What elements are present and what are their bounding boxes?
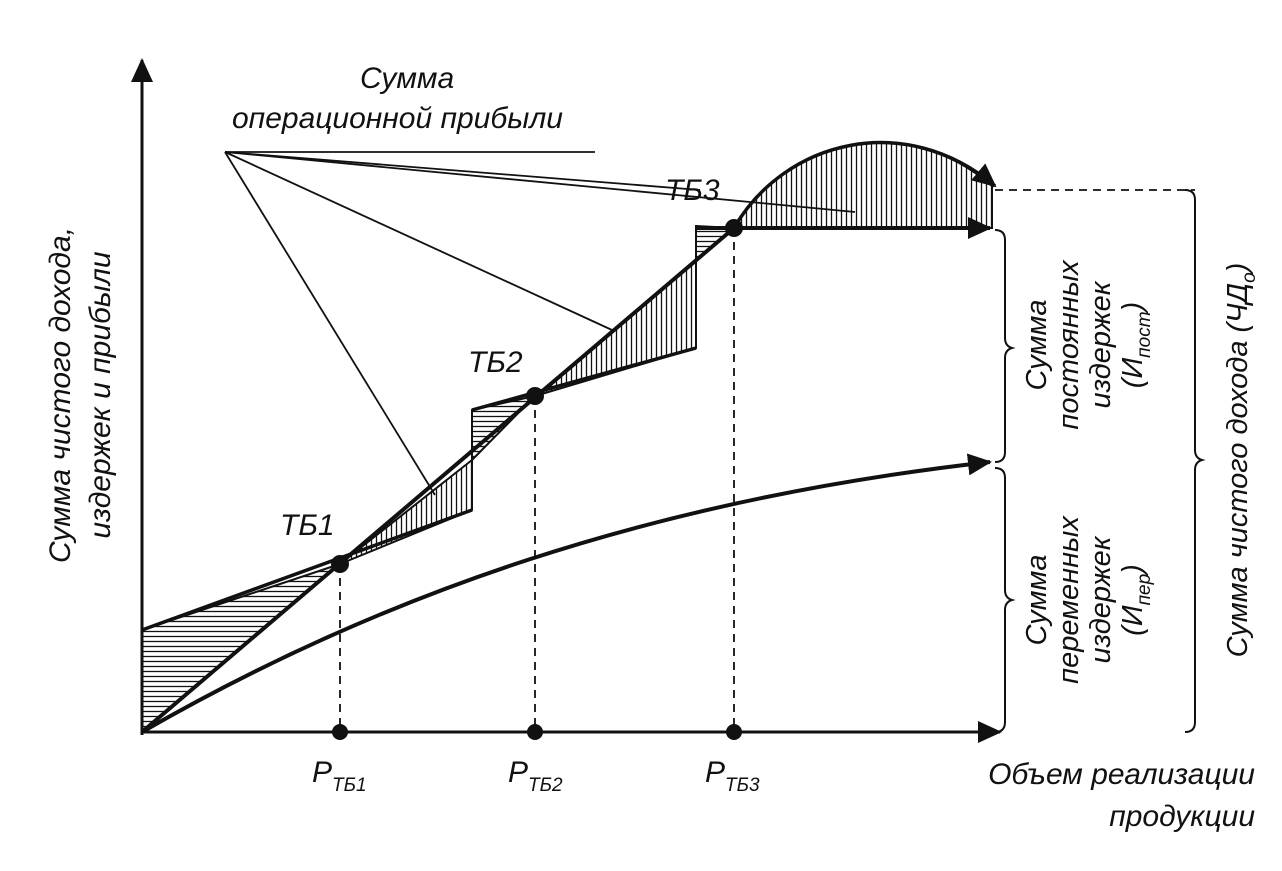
brace-net-income (1184, 189, 1206, 733)
p-label-3: PТБ3 (705, 756, 760, 796)
dashed-guides (339, 189, 1195, 732)
fixed-costs-line3: издержек (1085, 280, 1117, 408)
callout-line-4 (224, 151, 856, 213)
fixed-costs-line4-sub: пост (1134, 311, 1155, 357)
axes (131, 58, 1002, 743)
annotation-line1: Сумма (360, 62, 454, 95)
breakeven-point-1 (331, 555, 349, 573)
callout-line-1 (224, 151, 436, 496)
p-label-1-main: P (312, 756, 332, 789)
profit-area-1 (339, 457, 473, 565)
fixed-costs-line4-end: ) (1117, 302, 1149, 315)
brace-fixed-costs (994, 229, 1016, 463)
variable-costs-label: Сумма переменных издержек (Ипер) (1021, 515, 1155, 684)
curves (140, 141, 997, 734)
y-axis-label: Сумма чистого дохода, издержек и прибыли (44, 227, 117, 563)
p-label-2-main: P (508, 756, 528, 789)
breakeven-point-3 (725, 219, 743, 237)
x-axis-label-line1: Объем реализации (988, 758, 1255, 791)
braces (994, 189, 1206, 733)
annotation-line2: операционной прибыли (232, 102, 563, 135)
p-label-3-main: P (705, 756, 725, 789)
income-hump-curve (732, 141, 997, 229)
total-cost-segment-1 (141, 508, 473, 632)
variable-cost-curve (141, 453, 992, 734)
net-income-line1-end: ) (1222, 263, 1254, 276)
variable-costs-line4-sub: пер (1134, 574, 1155, 606)
fixed-costs-line4: (Ипост) (1117, 302, 1155, 388)
variable-costs-line1: Сумма (1021, 554, 1053, 645)
fixed-costs-line2: постоянных (1053, 259, 1085, 430)
variable-costs-line3: издержек (1085, 535, 1117, 663)
p-label-1-sub: ТБ1 (332, 775, 367, 796)
y-axis-label-line2: издержек и прибыли (84, 251, 117, 538)
hatched-regions (141, 141, 993, 735)
axis-point-p3 (726, 724, 742, 740)
net-income-line (140, 226, 736, 734)
p-label-3-sub: ТБ3 (725, 775, 760, 796)
variable-costs-line4-main: (И (1117, 605, 1149, 636)
total-cost-segment-2 (471, 346, 697, 412)
variable-costs-line4-end: ) (1117, 564, 1149, 577)
net-income-line1-main: Сумма чистого дохода (ЧД (1222, 283, 1254, 657)
x-axis-label-line2: продукции (1109, 800, 1255, 833)
breakeven-label-2: ТБ2 (468, 346, 523, 379)
points (331, 219, 743, 740)
brace-variable-costs (994, 467, 1016, 733)
breakeven-label-1: ТБ1 (280, 509, 335, 542)
axis-point-p1 (332, 724, 348, 740)
p-label-2-sub: ТБ2 (528, 775, 563, 796)
variable-costs-line2: переменных (1053, 515, 1085, 684)
fixed-costs-line1: Сумма (1021, 299, 1053, 390)
p-label-2: PТБ2 (508, 756, 563, 796)
profit-area-3 (732, 141, 993, 229)
y-axis-label-line1: Сумма чистого дохода, (44, 227, 77, 563)
callout-line-3 (224, 151, 701, 191)
variable-costs-line4: (Ипер) (1117, 564, 1155, 636)
callout-line-2 (224, 151, 613, 331)
fixed-costs-line4-main: (И (1117, 358, 1149, 389)
p-label-1: PТБ1 (312, 756, 367, 796)
breakeven-label-3: ТБ3 (665, 174, 720, 207)
net-income-line1-sub: о (1239, 272, 1260, 283)
axis-point-p2 (527, 724, 543, 740)
breakeven-point-2 (526, 387, 544, 405)
callout-lines (224, 151, 856, 496)
net-income-line1: Сумма чистого дохода (ЧДо) (1222, 263, 1260, 658)
fixed-costs-label: Сумма постоянных издержек (Ипост) (1021, 259, 1155, 430)
net-income-label: Сумма чистого дохода (ЧДо) (1222, 263, 1260, 658)
